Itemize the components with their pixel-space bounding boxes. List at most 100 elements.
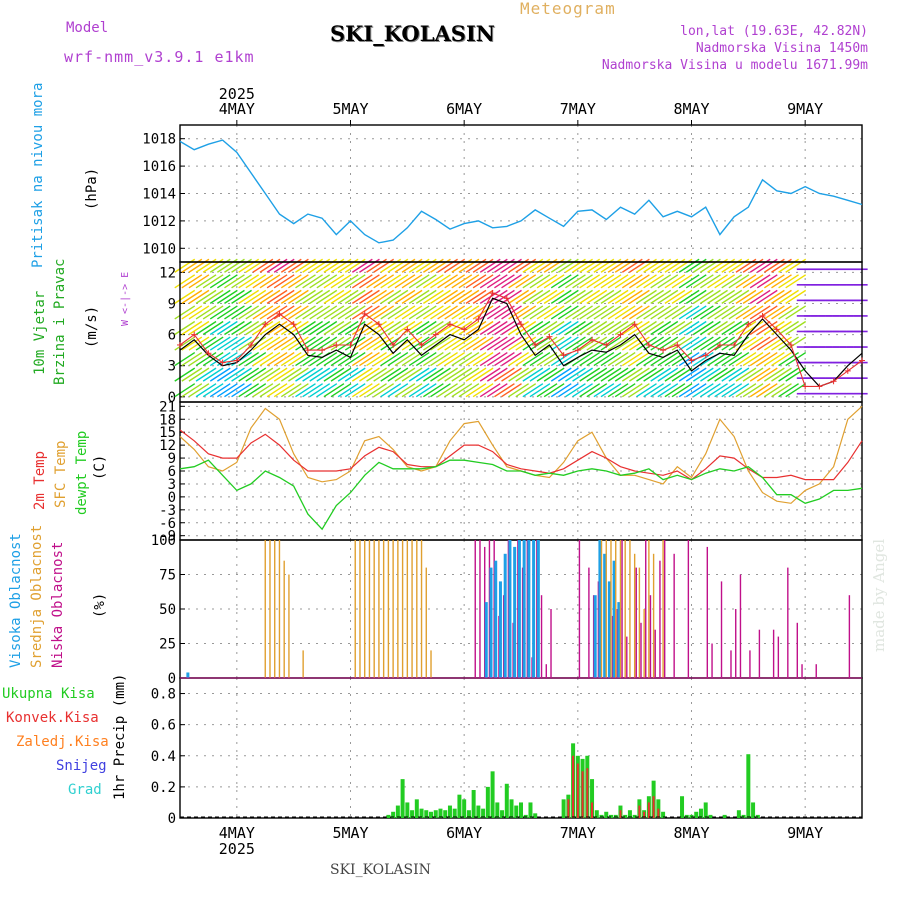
wind-barb <box>344 289 366 304</box>
cloud-bar-srednja <box>397 540 399 678</box>
wind-barb <box>508 352 530 367</box>
cloud-bar-srednja <box>354 540 356 678</box>
wind-barb <box>238 383 260 398</box>
precip-bar-total <box>736 810 741 818</box>
cloud-mid-axis-label: Srednja Oblacnost <box>29 525 45 668</box>
wind-barb <box>579 367 601 382</box>
model-elevation-label: Nadmorska Visina u modelu 1671.99m <box>601 58 868 73</box>
wind-barb <box>188 336 210 351</box>
wind-barb <box>764 305 785 320</box>
wind-barb <box>764 274 785 289</box>
precip-bar-convective <box>567 799 570 818</box>
wind-barb <box>423 352 444 367</box>
wind-barb <box>771 383 792 398</box>
cloud-bar-srednja <box>629 540 631 678</box>
wind-barb <box>600 305 622 320</box>
wind-barb <box>508 289 530 304</box>
wind-barb <box>785 383 807 398</box>
wind-barb <box>181 274 203 289</box>
wind-barb <box>451 367 473 382</box>
wind-barb <box>259 383 281 398</box>
wind-barb <box>650 336 672 351</box>
ytick-label-precip: 0.4 <box>151 749 176 765</box>
cloud-bar-niska <box>540 595 543 678</box>
elevation-label: Nadmorska Visina 1450m <box>695 41 868 56</box>
wind-barb <box>202 289 224 304</box>
wind-barb <box>444 367 466 382</box>
wind-barb <box>195 289 217 304</box>
wind-barb <box>636 305 657 320</box>
wind-barb <box>231 320 252 336</box>
wind-barb <box>707 274 728 289</box>
wind-barb <box>629 383 650 398</box>
wind-barb <box>458 305 480 320</box>
wind-barb <box>238 305 260 320</box>
wind-barb <box>529 352 551 367</box>
wind-barb <box>700 305 721 320</box>
wind-barb <box>387 305 409 320</box>
wind-barb <box>692 289 714 304</box>
wind-barb <box>515 336 537 351</box>
wind-barb <box>486 383 508 398</box>
wind-barb <box>629 352 650 367</box>
wind-barb <box>629 367 650 382</box>
wind-barb <box>359 305 380 320</box>
wind-barb <box>174 320 196 336</box>
wind-barb <box>764 320 785 336</box>
wind-barb <box>600 289 622 304</box>
ytick-label-pressure: 1012 <box>142 214 176 230</box>
precip-legend-item: Zaledj.Kisa <box>16 734 109 750</box>
wind-barb <box>252 336 274 351</box>
wind-barb <box>209 383 231 398</box>
wind-barb <box>621 305 643 320</box>
cloud-bar-niska <box>484 546 486 678</box>
wind-barb <box>501 274 522 289</box>
wind-barb <box>316 305 338 320</box>
wind-barb <box>657 320 679 336</box>
wind-barb <box>209 352 231 367</box>
wind-barb <box>394 274 416 289</box>
wind-barb <box>451 336 473 351</box>
wind-barb <box>309 336 331 351</box>
wind-barb <box>430 367 451 382</box>
wind-barb <box>643 336 664 351</box>
wind-barb <box>700 274 721 289</box>
wind-barb <box>714 367 736 382</box>
wind-barb <box>295 305 316 320</box>
wind-barb <box>245 383 267 398</box>
chart-subtitle: Meteogram <box>520 0 616 18</box>
wind-barb <box>515 289 537 304</box>
wind-barb <box>479 336 501 351</box>
precip-bar-total <box>429 811 434 818</box>
wind-barb <box>373 289 395 304</box>
wind-barb <box>423 289 444 304</box>
wind-barb <box>458 352 480 367</box>
wind-barb <box>266 305 288 320</box>
cloud-bar-niska <box>502 595 505 678</box>
wind-barb <box>174 383 196 398</box>
wind-barb <box>465 367 487 382</box>
wind-barb <box>373 383 395 398</box>
wind-barb <box>494 320 515 336</box>
cloud-bar-niska <box>597 581 600 678</box>
cloud-bar-visoka <box>532 540 536 678</box>
cloud-bar-niska <box>474 540 476 678</box>
wind-barb <box>742 352 764 367</box>
wind-barb <box>671 336 693 351</box>
precip-bar-total <box>419 808 424 818</box>
wind-barb <box>557 367 579 382</box>
wind-barb <box>430 320 451 336</box>
wind-barb <box>650 305 672 320</box>
wind-barb <box>692 320 714 336</box>
wind-barb <box>351 274 373 289</box>
wind-barb <box>678 320 700 336</box>
wind-barb <box>224 289 245 304</box>
wind-barb <box>785 274 807 289</box>
dewpt-axis-label: dewpt Temp <box>74 431 90 515</box>
wind-barb <box>224 352 245 367</box>
precip-bar-total <box>447 805 452 818</box>
wind-barb <box>572 289 593 304</box>
cloud-bar-niska <box>626 636 628 678</box>
wind-barb <box>224 274 245 289</box>
precip-bar-total <box>500 810 505 818</box>
